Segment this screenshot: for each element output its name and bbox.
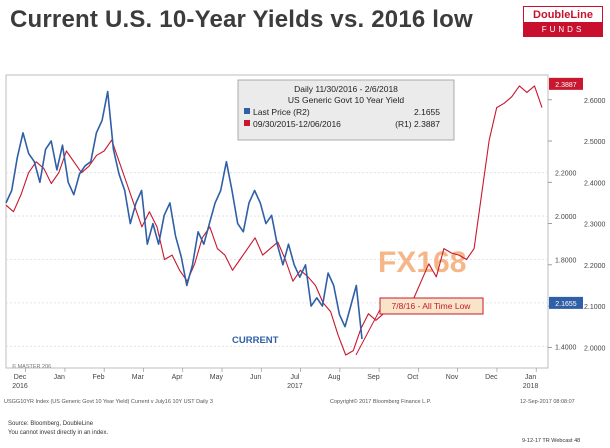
blue-value-label: 2.1655: [555, 301, 577, 308]
legend-swatch-red: [244, 120, 250, 126]
annotation-leader: [355, 301, 385, 356]
left-axis-tick: 1.8000: [555, 257, 577, 264]
disclaimer: You cannot invest directly in an index.: [8, 430, 109, 436]
logo-wordmark: DoubleLine: [523, 6, 603, 23]
x-axis-tick: Apr: [172, 374, 184, 381]
legend-value-red: (R1) 2.3887: [395, 119, 440, 129]
watermark: FX168: [378, 246, 466, 279]
red-value-box: [549, 77, 583, 90]
red-value-label: 2.3887: [555, 82, 577, 89]
x-axis-tick: Feb: [93, 374, 105, 381]
right-axis-tick: 2.6000: [584, 98, 606, 105]
page-title: Current U.S. 10-Year Yields vs. 2016 low: [10, 6, 473, 33]
blue-value-box: [549, 296, 583, 309]
x-axis-tick: Aug: [328, 374, 341, 381]
webcast-note: 9-12-17 TR Webcast 48: [522, 438, 581, 444]
legend-swatch-blue: [244, 108, 250, 114]
right-axis-tick: 2.2000: [584, 263, 606, 270]
right-axis-tick: 2.3000: [584, 222, 606, 229]
legend-subtitle: US Generic Govt 10 Year Yield: [288, 95, 405, 105]
left-axis-tick: 2.0000: [555, 214, 577, 221]
red-series-line: [5, 85, 543, 356]
right-axis-tick: 2.5000: [584, 139, 606, 146]
x-axis-tick: Dec: [14, 374, 27, 381]
left-axis-tick: 2.2000: [555, 171, 577, 178]
right-axis-tick: 2.4000: [584, 180, 606, 187]
x-year-label: 2017: [287, 383, 303, 390]
x-axis-tick: May: [210, 374, 224, 381]
logo-funds: FUNDS: [523, 23, 603, 37]
doubleline-logo: DoubleLine FUNDS: [523, 6, 603, 40]
legend-value-blue: 2.1655: [414, 107, 440, 117]
x-axis-tick: Dec: [485, 374, 498, 381]
right-axis-tick: 2.0000: [584, 345, 606, 352]
annotation-box: [379, 297, 484, 315]
x-axis-tick: Jul: [290, 374, 299, 381]
copyright-left: © MASTER 206: [12, 363, 51, 370]
x-axis-tick: Sep: [367, 374, 380, 381]
x-axis-tick: Mar: [132, 374, 145, 381]
right-axis-tick: 2.1000: [584, 304, 606, 311]
yield-chart: 2.20002.00001.80001.60001.40002.60002.50…: [5, 74, 606, 390]
x-axis-tick: Jan: [54, 374, 65, 381]
annotation-label: 7/8/16 - All Time Low: [392, 301, 472, 311]
x-axis-tick: Oct: [407, 374, 418, 381]
legend-title: Daily 11/30/2016 - 2/6/2018: [294, 84, 398, 94]
bloomberg-line: USGG10YR Index (US Generic Govt 10 Year …: [4, 399, 213, 405]
blue-series-line: [5, 90, 363, 340]
print-date: 12-Sep-2017 08:08:07: [520, 399, 575, 405]
x-axis-tick: Jan: [525, 374, 536, 381]
legend-box: [237, 79, 455, 141]
copyright: Copyright© 2017 Bloomberg Finance L.P.: [330, 399, 432, 405]
legend-label-red: 09/30/2015-12/06/2016: [253, 119, 341, 129]
legend-label-blue: Last Price (R2): [253, 107, 310, 117]
x-axis-tick: Nov: [446, 374, 459, 381]
left-axis-tick: 1.4000: [555, 344, 577, 351]
series-tag-current: CURRENT: [232, 335, 279, 346]
x-axis-tick: Jun: [250, 374, 261, 381]
source-note: Source: Bloomberg, DoubleLine: [8, 421, 94, 427]
x-year-label: 2018: [523, 383, 539, 390]
x-year-label: 2016: [12, 383, 28, 390]
